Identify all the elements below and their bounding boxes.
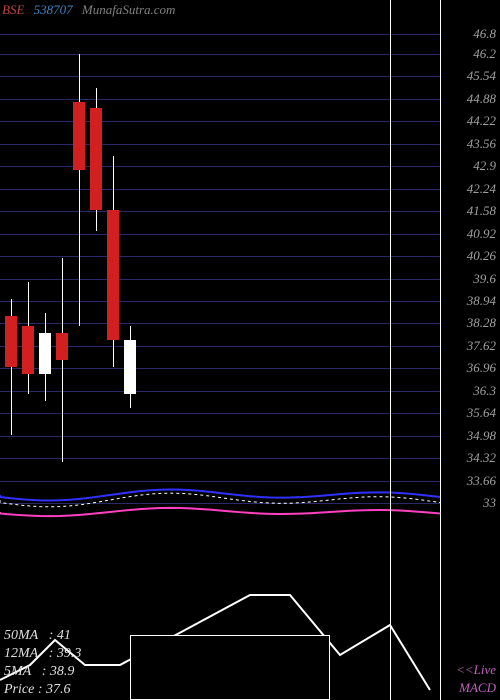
info-line: 5MA : 38.9 [4, 664, 74, 680]
info-line: 12MA : 39.3 [4, 646, 81, 662]
watermark-label: MunafaSutra.com [82, 2, 176, 17]
info-line: 50MA : 41 [4, 628, 71, 644]
vertical-divider [440, 0, 441, 700]
info-line: Price : 37.6 [4, 682, 70, 698]
ma-overlay [0, 0, 500, 540]
chart-header: BSE 538707 MunafaSutra.com [2, 2, 181, 18]
macd-info-box [130, 635, 330, 700]
live-label: <<Live [456, 662, 496, 678]
macd-label: MACD [459, 680, 496, 696]
price-chart: 46.846.245.5444.8844.2243.5642.942.2441.… [0, 0, 500, 540]
macd-panel [0, 540, 500, 700]
ma50-line [0, 490, 440, 501]
vertical-divider [390, 0, 391, 700]
ma5-line [0, 508, 440, 516]
symbol-label: 538707 [34, 2, 73, 17]
exchange-label: BSE [2, 2, 24, 17]
